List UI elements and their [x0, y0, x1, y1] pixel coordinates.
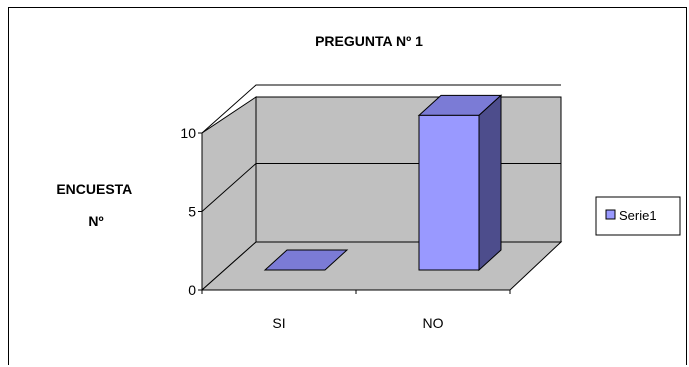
y-tick-label: 0 [188, 282, 196, 298]
bar-front [418, 114, 480, 271]
legend: Serie1 [595, 196, 681, 236]
bar-top [263, 249, 349, 271]
y-axis-label-line-2: Nº [88, 213, 103, 229]
bars [263, 94, 503, 272]
y-axis-label: ENCUESTA Nº [56, 181, 135, 229]
chart-frame [8, 7, 687, 365]
bar [263, 249, 349, 271]
y-axis-label-line-1: ENCUESTA [56, 181, 132, 197]
chart-title: PREGUNTA Nº 1 [315, 33, 423, 49]
legend-swatch [605, 209, 616, 220]
y-tick-label: 10 [180, 125, 196, 141]
x-tick-label: SI [272, 315, 285, 331]
y-tick-label: 5 [188, 204, 196, 220]
bar [417, 94, 503, 272]
x-tick-label: NO [423, 315, 444, 331]
floor [200, 241, 563, 291]
y-axis: 0 5 10 [180, 125, 203, 298]
legend-label: Serie1 [619, 208, 657, 223]
bar-side [478, 94, 502, 272]
gridline [201, 84, 561, 134]
back-wall [255, 96, 562, 243]
x-axis: SI NO [201, 289, 511, 331]
